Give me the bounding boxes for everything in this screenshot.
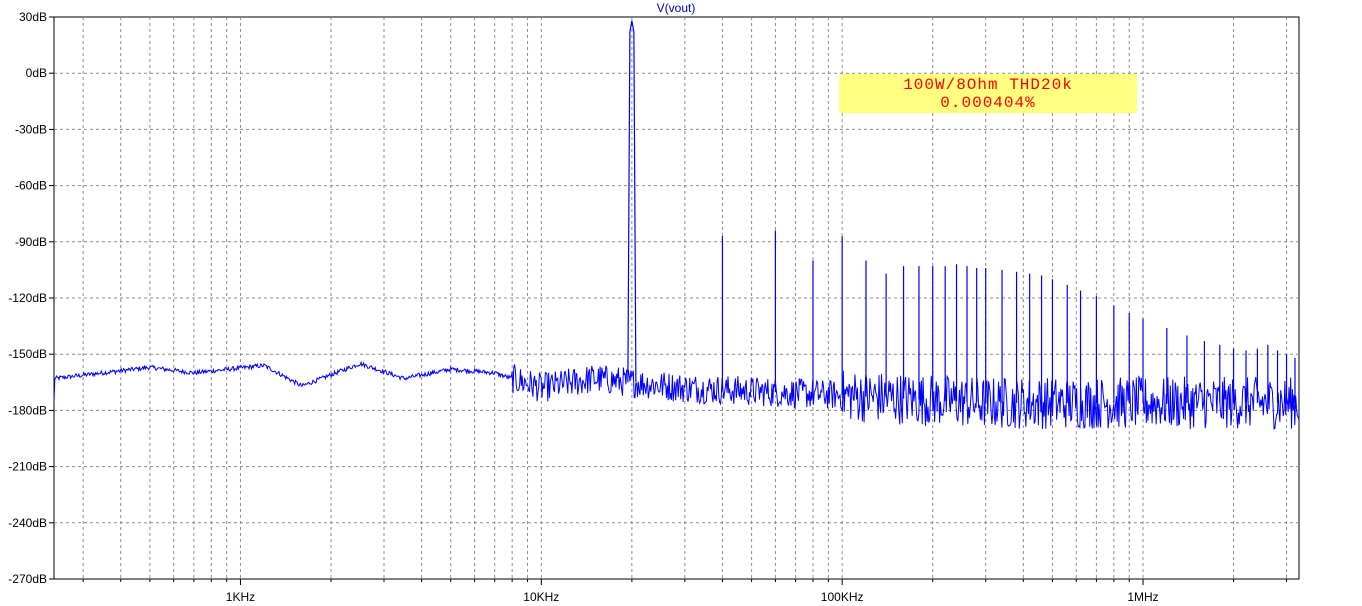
y-tick-label: 0dB xyxy=(26,66,47,80)
thd-annotation-line2: 0.000404% xyxy=(940,94,1036,112)
y-tick-label: -60dB xyxy=(15,179,47,193)
trace xyxy=(53,20,1300,430)
y-axis: 30dB 0dB -30dB -60dB -90dB -120dB -150dB -180dB… xyxy=(8,10,54,586)
chart-title: V(vout) xyxy=(657,1,696,15)
thd-annotation: 100W/8Ohm THD20k 0.000404% xyxy=(839,74,1137,113)
y-tick-label: -30dB xyxy=(15,122,47,136)
thd-annotation-line1: 100W/8Ohm THD20k xyxy=(903,76,1073,94)
x-tick-label: 10KHz xyxy=(523,590,559,604)
y-tick-label: -150dB xyxy=(8,347,47,361)
y-tick-label: -180dB xyxy=(8,403,47,417)
y-tick-label: -90dB xyxy=(15,235,47,249)
y-tick-label: 30dB xyxy=(19,10,47,24)
y-tick-label: -270dB xyxy=(8,572,47,586)
grid xyxy=(54,17,1299,579)
y-tick-label: -210dB xyxy=(8,460,47,474)
x-tick-label: 1MHz xyxy=(1127,590,1158,604)
y-tick-label: -120dB xyxy=(8,291,47,305)
x-tick-label: 100KHz xyxy=(821,590,864,604)
fundamental-peak xyxy=(627,20,637,383)
x-axis: 1KHz 10KHz 100KHz 1MHz xyxy=(82,579,1288,604)
noise-floor-trace xyxy=(53,360,1300,430)
x-tick-label: 1KHz xyxy=(226,590,255,604)
y-tick-label: -240dB xyxy=(8,516,47,530)
